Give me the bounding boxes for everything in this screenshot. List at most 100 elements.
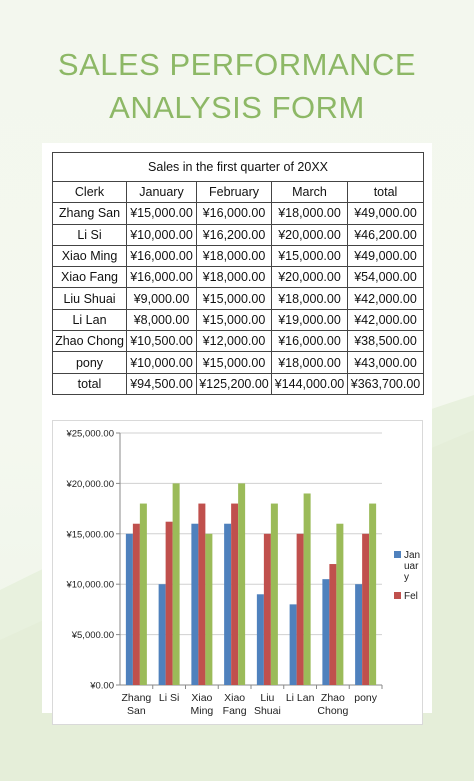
- x-tick-label-line: Zhang: [121, 692, 151, 704]
- table-row: Li Lan ¥8,000.00 ¥15,000.00 ¥19,000.00 ¥42,0…: [52, 308, 425, 332]
- x-tick-label-line: Shuai: [254, 705, 281, 717]
- value-cell: ¥16,000.00: [271, 330, 348, 353]
- value-cell: ¥12,000.00: [196, 330, 272, 353]
- x-tick-label-line: Li Lan: [286, 692, 315, 704]
- bar-february: [263, 533, 271, 685]
- x-tick-label-line: Fang: [223, 705, 247, 717]
- value-cell: ¥16,000.00: [196, 202, 272, 225]
- x-tick-label: Li Si: [159, 692, 179, 704]
- bar-march: [270, 503, 278, 685]
- column-header: January: [126, 180, 197, 204]
- value-cell: ¥18,000.00: [271, 351, 348, 374]
- table-row: Zhao Chong ¥10,500.00 ¥12,000.00 ¥16,000.00…: [52, 330, 425, 353]
- value-cell: ¥16,200.00: [196, 223, 272, 246]
- value-cell: ¥18,000.00: [271, 287, 348, 310]
- table-header-row: Clerk January February March total: [52, 180, 425, 204]
- clerk-cell: total: [52, 372, 127, 395]
- clerk-cell: Zhang San: [52, 202, 127, 225]
- value-cell: ¥49,000.00: [346, 244, 425, 268]
- value-cell: ¥8,000.00: [126, 308, 197, 332]
- value-cell: ¥15,000.00: [126, 202, 197, 225]
- x-tick-label: Li Lan: [286, 692, 315, 704]
- x-tick-label-line: Chong: [317, 705, 348, 717]
- clerk-cell: Li Lan: [52, 308, 127, 332]
- bar-february: [362, 533, 370, 685]
- column-header: March: [271, 180, 348, 204]
- value-cell: ¥363,700.00: [346, 372, 425, 395]
- y-tick-label: ¥15,000.00: [65, 529, 114, 540]
- clerk-cell: Liu Shuai: [52, 287, 127, 310]
- clerk-cell: pony: [52, 351, 127, 374]
- x-tick-label: Liu Shuai: [254, 692, 281, 717]
- clerk-cell: Li Si: [52, 223, 127, 246]
- value-cell: ¥15,000.00: [196, 351, 272, 374]
- value-cell: ¥46,200.00: [346, 223, 425, 246]
- bar-january: [158, 584, 166, 685]
- clerk-cell: Xiao Ming: [52, 244, 127, 268]
- sales-bar-chart: ¥0.00 ¥5,000.00 ¥10,000.00 ¥15,000.00 ¥20,00…: [52, 420, 423, 725]
- bar-february: [329, 564, 337, 685]
- bar-march: [238, 483, 246, 685]
- value-cell: ¥15,000.00: [271, 244, 348, 268]
- page-title-line2: ANALYSIS FORM: [109, 90, 365, 125]
- bar-march: [303, 493, 311, 685]
- legend-swatch: [394, 551, 401, 558]
- table-row: Liu Shuai ¥9,000.00 ¥15,000.00 ¥18,000.00 ¥4…: [52, 287, 425, 310]
- y-tick-label: ¥0.00: [89, 681, 114, 692]
- x-tick-label-line: Liu: [260, 692, 274, 704]
- x-tick-label: Xiao Ming: [190, 692, 213, 717]
- value-cell: ¥125,200.00: [196, 372, 272, 395]
- y-tick-label: ¥25,000.00: [65, 429, 114, 440]
- table-row: Zhang San ¥15,000.00 ¥16,000.00 ¥18,000.00 ¥…: [52, 202, 425, 225]
- x-tick-label-line: Li Si: [159, 692, 179, 704]
- value-cell: ¥49,000.00: [346, 202, 425, 225]
- table-row: Xiao Ming ¥16,000.00 ¥18,000.00 ¥15,000.00 ¥…: [52, 244, 425, 268]
- value-cell: ¥18,000.00: [271, 202, 348, 225]
- clerk-cell: Xiao Fang: [52, 266, 127, 289]
- value-cell: ¥38,500.00: [346, 330, 425, 353]
- value-cell: ¥18,000.00: [196, 244, 272, 268]
- x-tick-label-line: San: [127, 705, 146, 717]
- value-cell: ¥16,000.00: [126, 266, 197, 289]
- table-row: Xiao Fang ¥16,000.00 ¥18,000.00 ¥20,000.00 ¥…: [52, 266, 425, 289]
- column-header: total: [346, 180, 425, 204]
- value-cell: ¥19,000.00: [271, 308, 348, 332]
- x-tick-label-line: pony: [354, 692, 378, 704]
- clerk-cell: Zhao Chong: [52, 330, 127, 353]
- value-cell: ¥54,000.00: [346, 266, 425, 289]
- table-row: pony ¥10,000.00 ¥15,000.00 ¥18,000.00 ¥43,00…: [52, 351, 425, 374]
- x-tick-label: Xiao Fang: [223, 692, 247, 717]
- bar-february: [132, 523, 140, 685]
- value-cell: ¥10,500.00: [126, 330, 197, 353]
- x-tick-label-line: Xiao: [191, 692, 212, 704]
- value-cell: ¥18,000.00: [196, 266, 272, 289]
- bar-january: [322, 579, 330, 685]
- bar-january: [256, 594, 264, 685]
- table-body: Zhang San ¥15,000.00 ¥16,000.00 ¥18,000.00 ¥…: [52, 202, 425, 395]
- value-cell: ¥42,000.00: [346, 287, 425, 310]
- bar-march: [139, 503, 147, 685]
- x-tick-label: Zhang San: [121, 692, 151, 717]
- x-tick-label-line: Zhao: [321, 692, 345, 704]
- value-cell: ¥20,000.00: [271, 223, 348, 246]
- value-cell: ¥10,000.00: [126, 351, 197, 374]
- sales-table: Sales in the first quarter of 20XX Clerk…: [51, 152, 425, 395]
- bar-january: [191, 523, 199, 685]
- value-cell: ¥15,000.00: [196, 287, 272, 310]
- bar-february: [198, 503, 206, 685]
- bar-march: [205, 533, 213, 685]
- table-row: Li Si ¥10,000.00 ¥16,200.00 ¥20,000.00 ¥46,2…: [52, 223, 425, 246]
- bar-january: [355, 584, 363, 685]
- page-title-line1: SALES PERFORMANCE: [57, 47, 417, 82]
- legend-label: Jan uar y: [404, 550, 420, 583]
- y-tick-label: ¥20,000.00: [65, 479, 114, 490]
- x-tick-label: Zhao Chong: [317, 692, 348, 717]
- x-tick-label: pony: [354, 692, 378, 704]
- table-caption: Sales in the first quarter of 20XX: [51, 152, 425, 182]
- value-cell: ¥9,000.00: [126, 287, 197, 310]
- y-tick-label: ¥10,000.00: [65, 580, 114, 591]
- bar-february: [231, 503, 239, 685]
- value-cell: ¥94,500.00: [126, 372, 197, 395]
- bar-january: [125, 533, 133, 685]
- value-cell: ¥10,000.00: [126, 223, 197, 246]
